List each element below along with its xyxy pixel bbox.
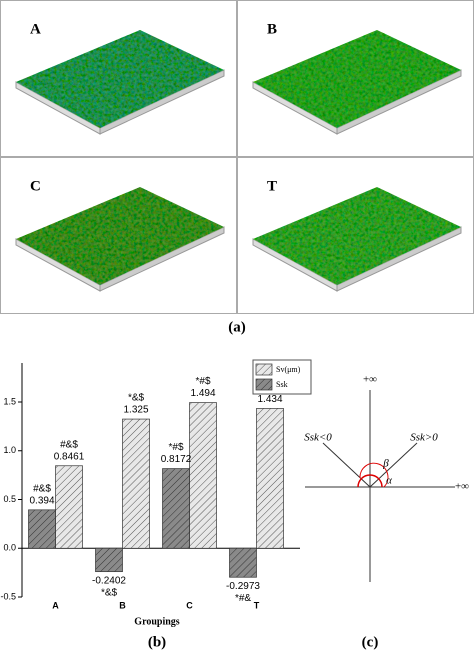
- annotation: #&$: [33, 483, 51, 494]
- panel-label: C: [30, 178, 41, 194]
- angle-arc: [357, 474, 383, 488]
- label: Ssk>0: [410, 432, 438, 444]
- ray: [322, 442, 371, 488]
- value-label: 1.494: [190, 388, 215, 399]
- legend-swatch: [255, 363, 273, 376]
- panel-label: A: [30, 21, 41, 37]
- annotation: *#$: [168, 442, 183, 453]
- surface-side: [99, 69, 225, 135]
- annotation: *&$: [128, 393, 145, 404]
- bar: [28, 509, 56, 549]
- ray: [369, 442, 418, 488]
- panel-frame: [0, 157, 237, 314]
- legend-label: Sv(μm): [276, 365, 301, 374]
- value-label: 0.8172: [161, 454, 192, 465]
- annotation: *#&: [235, 593, 251, 604]
- label: +∞: [455, 481, 469, 493]
- x-tick-label: C: [186, 600, 193, 610]
- value-label: -0.2973: [226, 581, 260, 592]
- annotation: *#$: [195, 376, 210, 387]
- annotation: #&$: [60, 439, 78, 450]
- caption: (c): [362, 634, 379, 650]
- annotation: *&$: [101, 587, 118, 598]
- y-tick-label: 0.5: [3, 494, 16, 504]
- angle-arc: [359, 462, 389, 488]
- x-tick-label: T: [254, 600, 260, 610]
- y-tick-label: -0.5: [0, 591, 16, 601]
- panel-label: B: [267, 21, 277, 37]
- surface: [16, 30, 224, 128]
- value-label: 0.8461: [54, 451, 85, 462]
- label: Ssk<0: [304, 432, 332, 444]
- bar: [95, 547, 123, 573]
- panel-label: T: [267, 178, 277, 194]
- surface: [16, 187, 224, 285]
- bar: [55, 465, 83, 549]
- x-tick-label: A: [52, 600, 59, 610]
- bar: [189, 402, 217, 549]
- label: β: [382, 458, 389, 470]
- surface: [253, 187, 461, 285]
- value-label: 1.325: [123, 405, 148, 416]
- y-tick-label: 0.0: [3, 543, 16, 553]
- caption: (a): [228, 319, 246, 335]
- label: +∞: [363, 374, 377, 386]
- bar: [256, 408, 284, 549]
- bar: [162, 468, 190, 549]
- x-axis-label: Groupings: [134, 616, 179, 627]
- caption: (b): [148, 634, 166, 650]
- value-label: -0.2402: [92, 575, 126, 586]
- x-tick-label: B: [119, 600, 126, 610]
- y-tick-label: 1.0: [3, 445, 16, 455]
- surface: [253, 30, 461, 128]
- legend-label: Ssk: [276, 380, 288, 389]
- bar: [122, 418, 150, 549]
- legend-swatch: [255, 378, 273, 391]
- value-label: 0.394: [29, 495, 54, 506]
- y-tick-label: 1.5: [3, 396, 16, 406]
- diagram: +∞ +∞ Ssk<0 Ssk>0 β α: [304, 374, 469, 582]
- value-label: 1.434: [257, 394, 282, 405]
- bar: [229, 547, 257, 578]
- label: α: [386, 475, 392, 487]
- panel-frame: [0, 0, 237, 157]
